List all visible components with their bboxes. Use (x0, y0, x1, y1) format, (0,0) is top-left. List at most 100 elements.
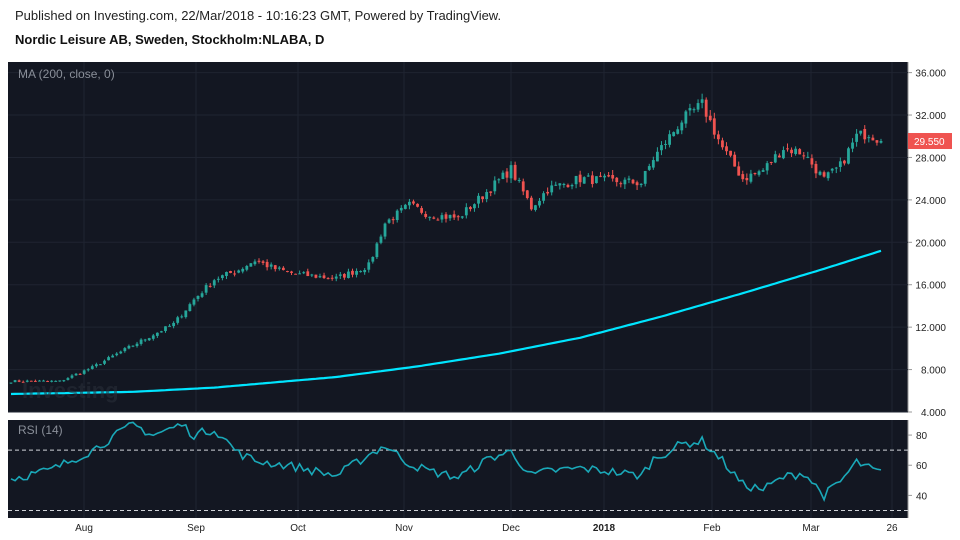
candle-body (216, 278, 220, 280)
x-tick-label: 2018 (593, 523, 616, 534)
candle-body (249, 263, 253, 267)
candle-body (651, 160, 655, 168)
candle-body (546, 191, 550, 194)
symbol-title: Nordic Leisure AB, Sweden, Stockholm:NLA… (15, 32, 325, 47)
candle-body (769, 162, 773, 164)
candle-body (578, 174, 582, 183)
candle-body (643, 170, 647, 184)
candle-body (225, 271, 228, 276)
candle-body (733, 154, 737, 167)
candle-body (107, 357, 110, 361)
candle-body (607, 175, 611, 177)
candle-body (127, 345, 131, 349)
x-tick-label: Aug (75, 523, 93, 534)
candle-body (188, 304, 192, 311)
x-tick-label: Mar (802, 523, 820, 534)
price-tick-label: 28.000 (915, 153, 946, 164)
candle-body (204, 285, 208, 293)
candle-body (42, 380, 45, 382)
candle-body (867, 137, 871, 139)
candle-body (716, 134, 720, 140)
candle-body (782, 150, 785, 159)
candle-body (477, 195, 480, 204)
price-tick-label: 12.000 (915, 323, 946, 334)
candle-body (684, 111, 688, 124)
candle-body (379, 236, 383, 243)
candle-body (493, 180, 497, 192)
candle-body (399, 207, 403, 211)
candle-body (245, 266, 249, 270)
candle-body (99, 364, 102, 366)
candle-body (253, 261, 257, 265)
candle-body (9, 382, 13, 384)
published-caption: Published on Investing.com, 22/Mar/2018 … (15, 8, 502, 23)
candle-body (444, 214, 448, 219)
candle-body (403, 204, 407, 209)
candle-body (180, 316, 184, 318)
candle-body (269, 264, 273, 267)
price-tick-label: 36.000 (915, 69, 946, 80)
candle-body (729, 150, 732, 156)
candle-body (135, 343, 139, 347)
price-tick-label: 16.000 (915, 281, 946, 292)
candle-body (257, 260, 261, 262)
candle-body (647, 166, 651, 170)
candle-body (13, 380, 17, 383)
x-tick-label: Dec (502, 523, 520, 534)
candle-body (391, 219, 395, 221)
candle-body (408, 201, 411, 206)
candle-body (696, 103, 700, 110)
candle-body (639, 183, 643, 186)
candle-body (241, 268, 245, 272)
candle-body (66, 378, 70, 380)
candle-body (525, 190, 529, 199)
candle-body (712, 118, 716, 135)
rsi-panel-bg (8, 420, 908, 518)
candle-body (229, 270, 232, 273)
candle-body (879, 141, 883, 143)
candle-body (123, 348, 127, 352)
price-tick-label: 32.000 (915, 111, 946, 122)
candle-body (521, 181, 525, 192)
candle-body (855, 133, 859, 142)
candle-body (481, 196, 484, 200)
candle-body (342, 274, 346, 278)
candle-body (859, 130, 863, 134)
candle-body (38, 380, 41, 382)
candle-body (147, 338, 151, 341)
candle-body (558, 183, 562, 186)
candle-body (615, 177, 619, 183)
candle-body (62, 380, 66, 382)
candle-body (273, 265, 277, 270)
candle-body (294, 273, 297, 275)
candle-body (375, 243, 379, 258)
candle-body (843, 160, 846, 164)
candle-body (314, 274, 318, 278)
candle-body (131, 345, 135, 347)
candle-body (412, 201, 415, 204)
candle-body (798, 149, 802, 155)
candle-body (103, 360, 106, 364)
candle-body (826, 172, 830, 179)
candle-body (54, 380, 58, 382)
candle-body (139, 339, 143, 344)
candle-body (676, 129, 680, 134)
candle-body (818, 171, 822, 175)
candle-body (326, 278, 330, 280)
candle-body (74, 373, 78, 376)
candle-body (338, 274, 342, 276)
last-price-label: 29.550 (914, 137, 945, 148)
candle-body (725, 146, 728, 152)
candle-body (603, 175, 606, 178)
candle-body (94, 364, 98, 367)
candle-body (582, 177, 586, 184)
candle-body (387, 219, 391, 223)
candle-body (851, 142, 854, 149)
candle-body (168, 325, 171, 327)
candle-body (814, 163, 818, 174)
candle-body (25, 380, 29, 382)
candle-body (757, 171, 761, 175)
price-panel-bg (8, 62, 908, 412)
candle-body (871, 137, 875, 141)
